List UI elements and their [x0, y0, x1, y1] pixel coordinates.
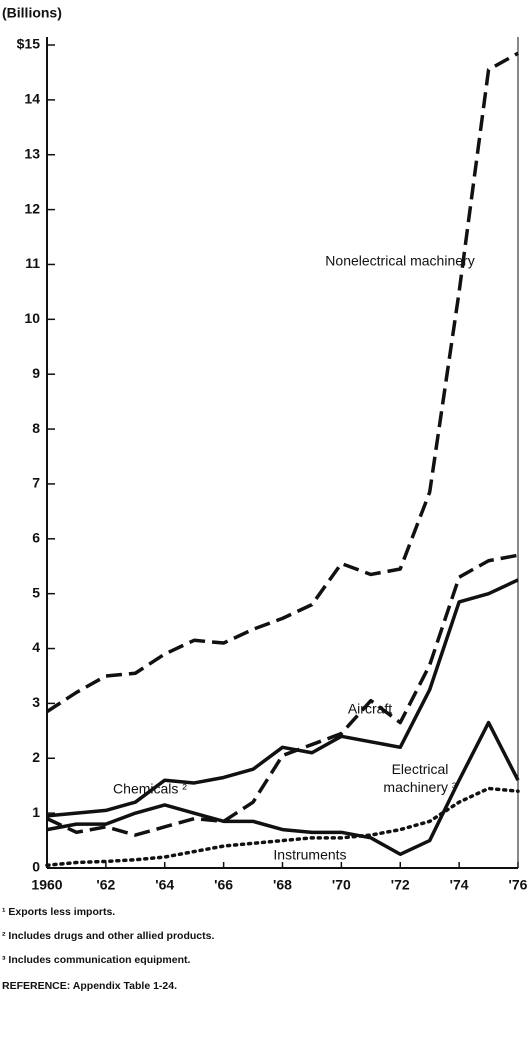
y-tick-label: 12 — [24, 200, 40, 216]
series-label: Chemicals ² — [113, 781, 187, 797]
y-tick-label: 14 — [24, 91, 40, 107]
y-tick-label: 7 — [32, 475, 40, 491]
x-tick-label: '76 — [509, 877, 528, 893]
footnote: ² Includes drugs and other allied produc… — [2, 930, 214, 942]
y-tick-label: 13 — [24, 145, 40, 161]
series-label: Nonelectrical machinery — [325, 253, 474, 269]
series-line — [46, 51, 519, 714]
series-label: Aircraft — [348, 701, 392, 717]
y-tick-label: 0 — [32, 859, 40, 875]
y-tick-label: 11 — [25, 255, 40, 271]
footnote: ³ Includes communication equipment. — [2, 954, 191, 966]
x-tick-label: '68 — [273, 877, 292, 893]
series-line — [46, 553, 519, 837]
y-tick-label: 9 — [32, 365, 40, 381]
x-tick-label: '66 — [214, 877, 233, 893]
series-line — [45, 786, 520, 868]
y-tick-label: 8 — [32, 420, 40, 436]
y-tick-label: 2 — [32, 749, 40, 765]
x-tick-label: '62 — [96, 877, 115, 893]
x-tick-label: 1960 — [31, 877, 62, 893]
y-tick-label: 5 — [32, 584, 40, 600]
y-tick-label: 6 — [32, 530, 40, 546]
series-line — [46, 720, 520, 857]
y-tick-label: $15 — [17, 36, 41, 52]
footnote: REFERENCE: Appendix Table 1-24. — [2, 980, 177, 992]
x-tick-label: '74 — [450, 877, 469, 893]
y-tick-label: 4 — [32, 639, 40, 655]
y-tick-label: 10 — [24, 310, 40, 326]
x-tick-label: '64 — [155, 877, 174, 893]
x-tick-label: '70 — [332, 877, 351, 893]
x-tick-label: '72 — [391, 877, 410, 893]
series-line — [46, 578, 519, 818]
series-label: Instruments — [273, 847, 346, 863]
y-tick-label: 3 — [32, 694, 40, 710]
y-axis-label: (Billions) — [2, 5, 62, 21]
y-tick-label: 1 — [32, 804, 40, 820]
footnote: ¹ Exports less imports. — [2, 906, 115, 918]
series-label: Electrical machinery ³ — [383, 761, 456, 795]
